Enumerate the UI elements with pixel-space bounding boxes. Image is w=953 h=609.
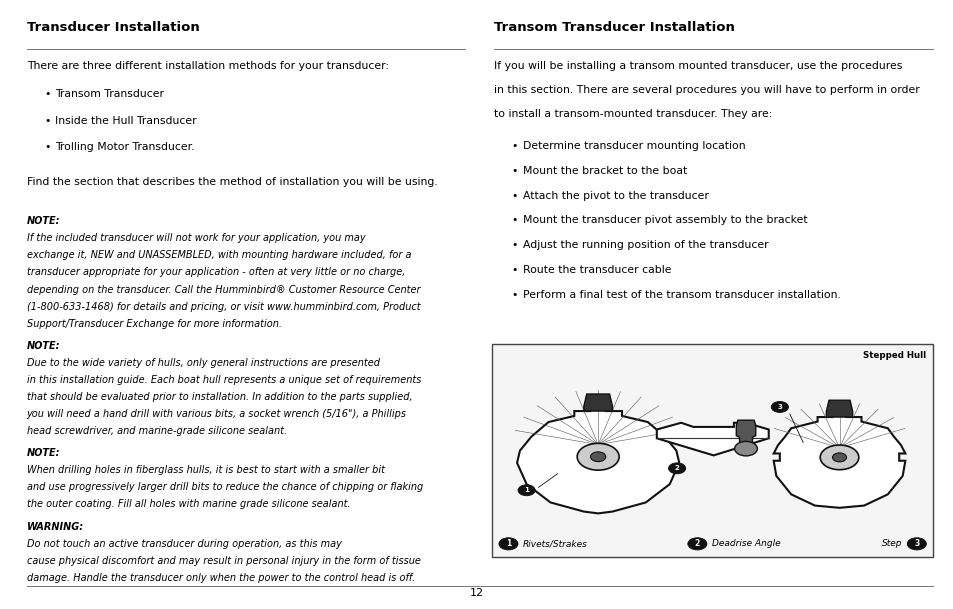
- Text: Deadrise Angle: Deadrise Angle: [711, 540, 780, 548]
- Text: NOTE:: NOTE:: [27, 341, 60, 351]
- Text: 12: 12: [470, 588, 483, 598]
- Text: •: •: [511, 265, 517, 275]
- Circle shape: [770, 401, 787, 412]
- Text: you will need a hand drill with various bits, a socket wrench (5/16"), a Phillip: you will need a hand drill with various …: [27, 409, 406, 419]
- Text: •: •: [511, 166, 517, 176]
- Text: Find the section that describes the method of installation you will be using.: Find the section that describes the meth…: [27, 177, 437, 188]
- Text: •: •: [511, 191, 517, 201]
- Text: Transom Transducer: Transom Transducer: [55, 89, 164, 99]
- Text: 1: 1: [505, 540, 511, 548]
- Text: Route the transducer cable: Route the transducer cable: [522, 265, 671, 275]
- Text: and use progressively larger drill bits to reduce the chance of chipping or flak: and use progressively larger drill bits …: [27, 482, 422, 492]
- Circle shape: [498, 538, 517, 550]
- Text: •: •: [44, 142, 51, 152]
- Text: depending on the transducer. Call the Humminbird® Customer Resource Center: depending on the transducer. Call the Hu…: [27, 284, 419, 295]
- Text: Step: Step: [882, 540, 902, 548]
- Text: Inside the Hull Transducer: Inside the Hull Transducer: [55, 116, 196, 125]
- Text: transducer appropriate for your application - often at very little or no charge,: transducer appropriate for your applicat…: [27, 267, 405, 278]
- Polygon shape: [773, 409, 904, 508]
- Text: Adjust the running position of the transducer: Adjust the running position of the trans…: [522, 240, 767, 250]
- Circle shape: [734, 442, 757, 456]
- Text: Do not touch an active transducer during operation, as this may: Do not touch an active transducer during…: [27, 538, 341, 549]
- Text: •: •: [44, 116, 51, 125]
- Text: in this section. There are several procedures you will have to perform in order: in this section. There are several proce…: [494, 85, 919, 95]
- Text: (1-800-633-1468) for details and pricing, or visit www.humminbird.com, Product: (1-800-633-1468) for details and pricing…: [27, 301, 420, 312]
- Text: 2: 2: [674, 465, 679, 471]
- Text: Attach the pivot to the transducer: Attach the pivot to the transducer: [522, 191, 708, 201]
- Text: 1: 1: [523, 487, 529, 493]
- Polygon shape: [583, 394, 612, 411]
- Text: head screwdriver, and marine-grade silicone sealant.: head screwdriver, and marine-grade silic…: [27, 426, 287, 436]
- Text: If you will be installing a transom mounted transducer, use the procedures: If you will be installing a transom moun…: [494, 61, 902, 71]
- Text: WARNING:: WARNING:: [27, 521, 84, 532]
- Circle shape: [832, 453, 845, 462]
- Text: cause physical discomfort and may result in personal injury in the form of tissu: cause physical discomfort and may result…: [27, 555, 420, 566]
- Text: that should be evaluated prior to installation. In addition to the parts supplie: that should be evaluated prior to instal…: [27, 392, 412, 402]
- Text: •: •: [44, 89, 51, 99]
- Text: Transom Transducer Installation: Transom Transducer Installation: [494, 21, 734, 34]
- Text: in this installation guide. Each boat hull represents a unique set of requiremen: in this installation guide. Each boat hu…: [27, 375, 420, 385]
- Text: Mount the transducer pivot assembly to the bracket: Mount the transducer pivot assembly to t…: [522, 216, 806, 225]
- Text: Transducer Installation: Transducer Installation: [27, 21, 199, 34]
- Text: Due to the wide variety of hulls, only general instructions are presented: Due to the wide variety of hulls, only g…: [27, 358, 379, 368]
- Circle shape: [577, 443, 618, 470]
- FancyBboxPatch shape: [492, 344, 932, 557]
- Polygon shape: [825, 400, 852, 417]
- Circle shape: [668, 463, 685, 474]
- Text: There are three different installation methods for your transducer:: There are three different installation m…: [27, 61, 388, 71]
- Text: exchange it, NEW and UNASSEMBLED, with mounting hardware included, for a: exchange it, NEW and UNASSEMBLED, with m…: [27, 250, 411, 261]
- Text: to install a transom-mounted transducer. They are:: to install a transom-mounted transducer.…: [494, 108, 772, 119]
- Text: the outer coating. Fill all holes with marine grade silicone sealant.: the outer coating. Fill all holes with m…: [27, 499, 350, 509]
- Text: NOTE:: NOTE:: [27, 448, 60, 458]
- Text: 3: 3: [913, 540, 919, 548]
- Polygon shape: [736, 420, 755, 449]
- Circle shape: [687, 538, 706, 550]
- Circle shape: [906, 538, 925, 550]
- Text: Trolling Motor Transducer.: Trolling Motor Transducer.: [55, 142, 194, 152]
- Polygon shape: [656, 423, 768, 456]
- Text: Determine transducer mounting location: Determine transducer mounting location: [522, 141, 744, 151]
- Text: 3: 3: [777, 404, 781, 410]
- Text: Perform a final test of the transom transducer installation.: Perform a final test of the transom tran…: [522, 290, 840, 300]
- Text: •: •: [511, 290, 517, 300]
- Circle shape: [820, 445, 858, 470]
- Text: •: •: [511, 216, 517, 225]
- Text: damage. Handle the transducer only when the power to the control head is off.: damage. Handle the transducer only when …: [27, 572, 415, 583]
- Text: When drilling holes in fiberglass hulls, it is best to start with a smaller bit: When drilling holes in fiberglass hulls,…: [27, 465, 384, 475]
- Text: Support/Transducer Exchange for more information.: Support/Transducer Exchange for more inf…: [27, 319, 281, 329]
- Polygon shape: [517, 402, 679, 513]
- Text: 2: 2: [694, 540, 700, 548]
- Text: •: •: [511, 141, 517, 151]
- Text: Stepped Hull: Stepped Hull: [862, 351, 925, 361]
- Circle shape: [517, 485, 535, 496]
- Text: If the included transducer will not work for your application, you may: If the included transducer will not work…: [27, 233, 365, 244]
- Text: Rivets/Strakes: Rivets/Strakes: [522, 540, 587, 548]
- Text: Mount the bracket to the boat: Mount the bracket to the boat: [522, 166, 686, 176]
- Text: NOTE:: NOTE:: [27, 216, 60, 227]
- Text: •: •: [511, 240, 517, 250]
- Circle shape: [590, 452, 605, 462]
